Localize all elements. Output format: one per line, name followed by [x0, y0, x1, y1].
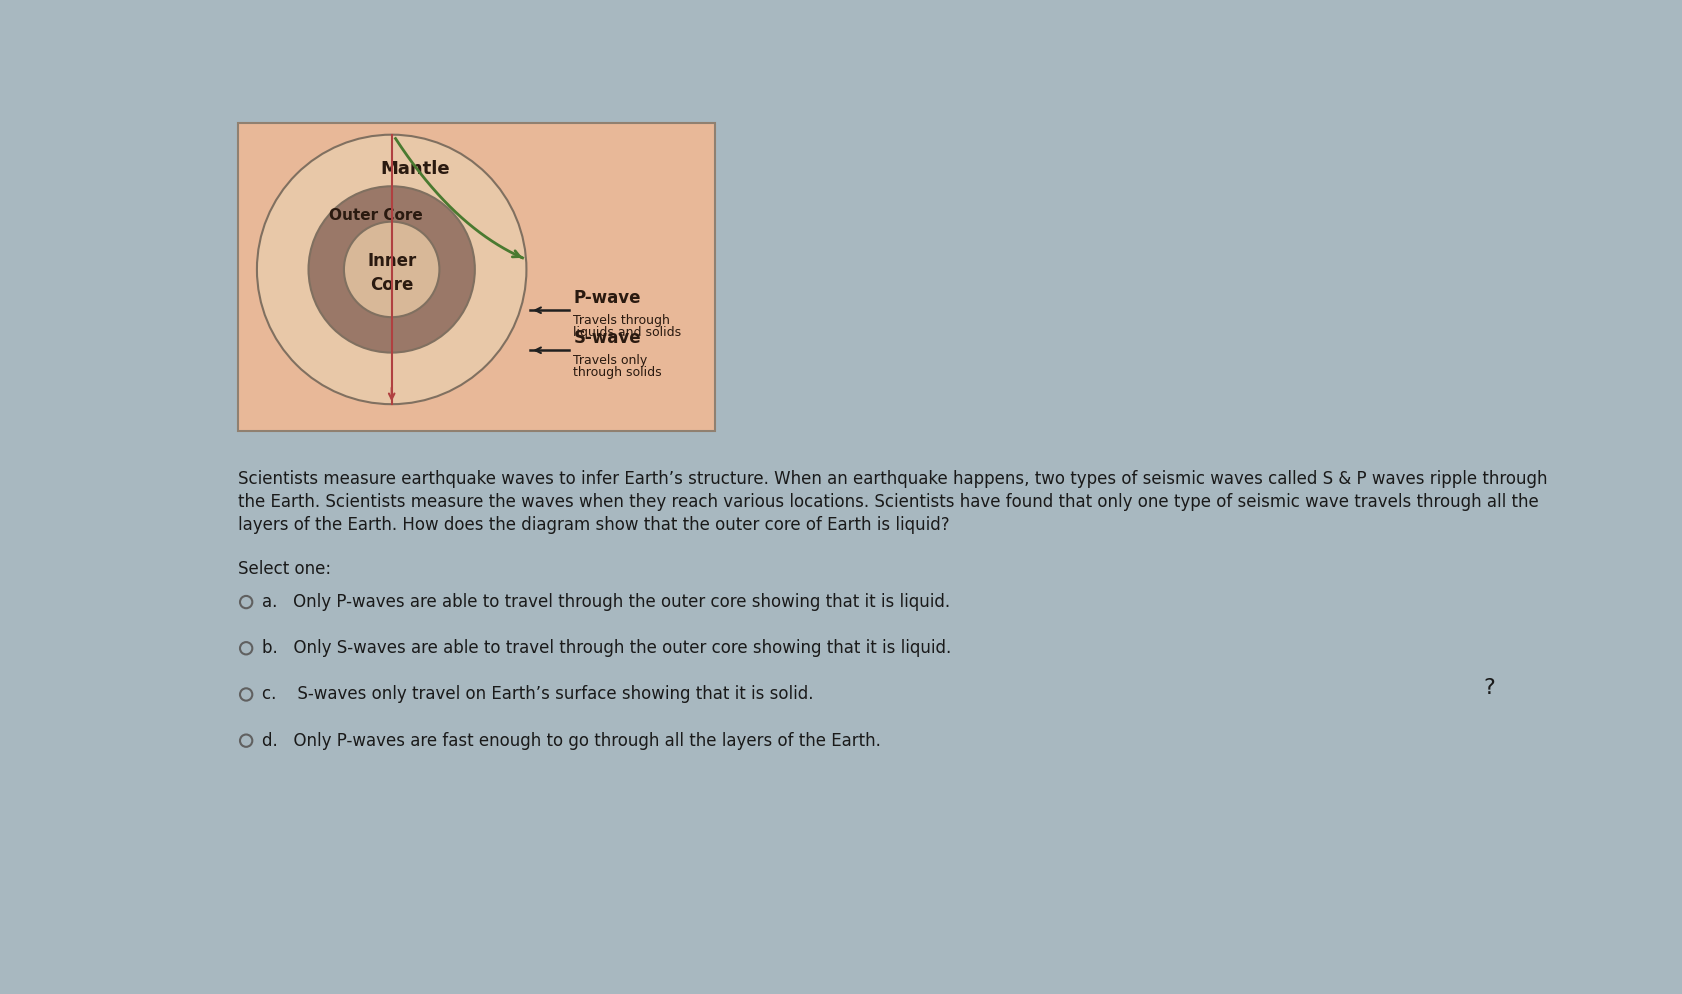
Text: Select one:: Select one: [237, 561, 331, 579]
Text: d.   Only P-waves are fast enough to go through all the layers of the Earth.: d. Only P-waves are fast enough to go th… [262, 732, 881, 749]
Text: b.   Only S-waves are able to travel through the outer core showing that it is l: b. Only S-waves are able to travel throu… [262, 639, 950, 657]
Text: through solids: through solids [574, 366, 661, 379]
Text: Mantle: Mantle [380, 160, 449, 178]
Bar [237, 123, 715, 431]
Text: liquids and solids: liquids and solids [574, 326, 681, 339]
Text: Outer Core: Outer Core [330, 208, 422, 223]
Text: Travels through: Travels through [574, 314, 669, 327]
Text: layers of the Earth. How does the diagram show that the outer core of Earth is l: layers of the Earth. How does the diagra… [237, 516, 949, 534]
Text: S-wave: S-wave [574, 329, 641, 347]
Text: P-wave: P-wave [574, 289, 641, 307]
Text: Scientists measure earthquake waves to infer Earth’s structure. When an earthqua: Scientists measure earthquake waves to i… [237, 469, 1546, 488]
Text: a.   Only P-waves are able to travel through the outer core showing that it is l: a. Only P-waves are able to travel throu… [262, 593, 950, 611]
Text: Travels only: Travels only [574, 354, 648, 367]
Circle shape [308, 186, 474, 353]
Text: Inner
Core: Inner Core [367, 252, 415, 294]
Text: ?: ? [1482, 678, 1494, 698]
Text: the Earth. Scientists measure the waves when they reach various locations. Scien: the Earth. Scientists measure the waves … [237, 493, 1537, 511]
Text: c.    S-waves only travel on Earth’s surface showing that it is solid.: c. S-waves only travel on Earth’s surfac… [262, 686, 814, 704]
Circle shape [257, 134, 526, 405]
Circle shape [343, 222, 439, 317]
